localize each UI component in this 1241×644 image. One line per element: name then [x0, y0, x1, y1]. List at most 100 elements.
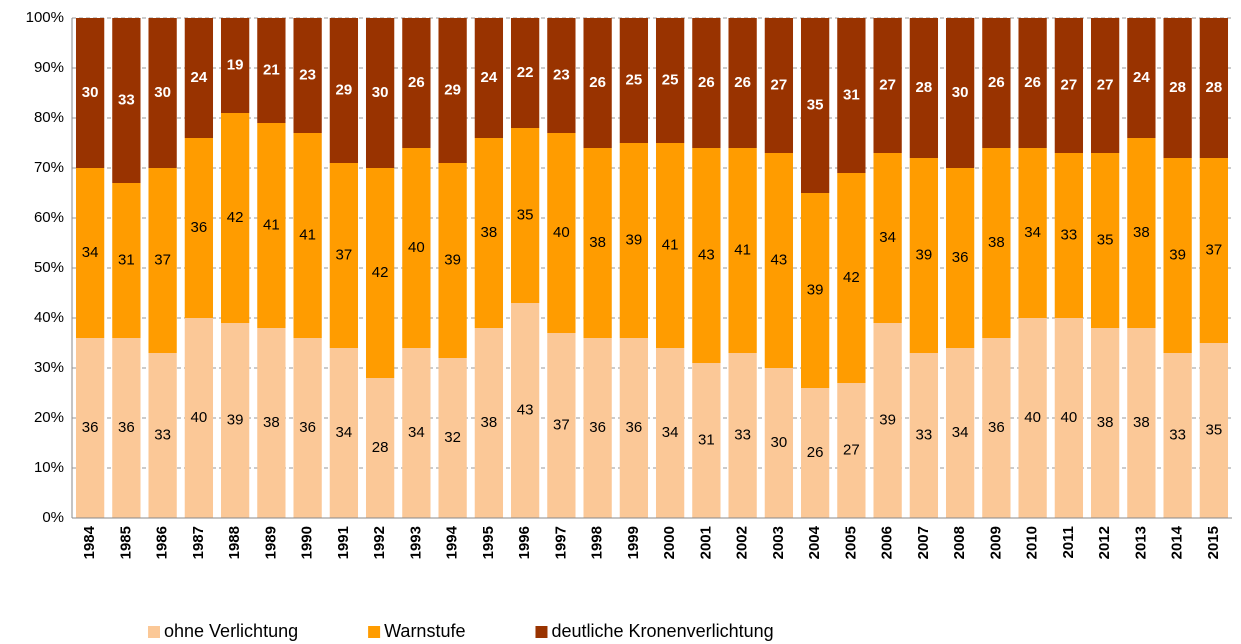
- bar-segment: [184, 138, 214, 318]
- bar-segment: [220, 18, 250, 113]
- data-label: 24: [481, 69, 498, 86]
- data-label: 41: [734, 241, 751, 258]
- bar-segment: [728, 148, 757, 353]
- bar-segment: [982, 148, 1011, 338]
- bar-segment: [112, 338, 141, 518]
- bar-segment: [800, 388, 830, 518]
- y-tick-label: 40%: [34, 309, 64, 326]
- bar-segment: [402, 348, 431, 518]
- x-tick-label: 2013: [1132, 526, 1149, 559]
- bar-segment: [1090, 328, 1120, 518]
- x-tick-label: 2007: [915, 526, 932, 559]
- data-label: 33: [118, 91, 135, 108]
- legend-label: deutliche Kronenverlichtung: [551, 621, 773, 641]
- data-label: 27: [843, 441, 860, 458]
- data-label: 38: [1133, 224, 1150, 241]
- x-tick-label: 2003: [770, 526, 787, 559]
- data-label: 40: [553, 224, 570, 241]
- bar-segment: [1127, 328, 1156, 518]
- bar-segment: [148, 18, 177, 168]
- data-label: 39: [916, 246, 933, 263]
- data-label: 33: [1169, 426, 1186, 443]
- data-label: 26: [1024, 74, 1041, 91]
- data-label: 31: [118, 251, 135, 268]
- bar-segment: [293, 338, 322, 518]
- x-tick-label: 2001: [697, 526, 714, 559]
- data-label: 41: [263, 216, 280, 233]
- bar-segment: [655, 18, 685, 143]
- bar-segment: [402, 148, 431, 348]
- bar-segment: [510, 303, 540, 518]
- data-label: 43: [771, 251, 788, 268]
- bar-segment: [474, 138, 504, 328]
- data-label: 42: [227, 209, 244, 226]
- data-label: 30: [771, 434, 788, 451]
- data-label: 27: [879, 76, 896, 93]
- data-label: 39: [444, 251, 461, 268]
- bar-segment: [75, 338, 105, 518]
- bar-segment: [800, 18, 830, 193]
- legend-label: ohne Verlichtung: [164, 621, 298, 641]
- bar-segment: [1054, 318, 1084, 518]
- bar-segment: [1090, 153, 1120, 328]
- x-tick-label: 1994: [444, 525, 461, 559]
- legend-swatch: [368, 626, 381, 638]
- data-label: 38: [988, 234, 1005, 251]
- data-label: 34: [408, 424, 425, 441]
- bar-segment: [329, 18, 359, 163]
- data-label: 33: [916, 426, 933, 443]
- x-tick-label: 1988: [226, 526, 243, 559]
- data-label: 32: [444, 429, 461, 446]
- data-label: 38: [1097, 414, 1114, 431]
- data-label: 37: [336, 246, 353, 263]
- data-label: 24: [1133, 69, 1150, 86]
- data-label: 26: [408, 74, 425, 91]
- bar-segment: [728, 18, 757, 148]
- bar-segment: [547, 333, 576, 518]
- data-label: 27: [1061, 76, 1078, 93]
- data-label: 36: [988, 419, 1005, 436]
- bar-segment: [619, 18, 649, 143]
- data-label: 40: [408, 239, 425, 256]
- x-tick-label: 1991: [335, 526, 352, 559]
- data-label: 36: [299, 419, 316, 436]
- bar-segment: [837, 383, 866, 518]
- data-label: 38: [481, 224, 498, 241]
- bar-segment: [982, 338, 1011, 518]
- data-label: 35: [1206, 421, 1223, 438]
- x-tick-label: 1997: [552, 526, 569, 559]
- bar-segment: [764, 368, 794, 518]
- data-label: 28: [1206, 79, 1223, 96]
- x-tick-label: 1990: [299, 526, 316, 559]
- data-label: 38: [589, 234, 606, 251]
- bar-segment: [1199, 343, 1229, 518]
- data-label: 39: [626, 231, 643, 248]
- data-label: 43: [517, 401, 534, 418]
- bar-segment: [329, 163, 359, 348]
- bar-segment: [1018, 18, 1047, 148]
- data-label: 22: [517, 64, 534, 81]
- data-label: 39: [807, 281, 824, 298]
- bar-segment: [510, 128, 540, 303]
- x-tick-label: 2005: [842, 526, 859, 559]
- bar-segment: [1163, 18, 1192, 158]
- bar-segment: [764, 18, 794, 153]
- data-label: 28: [372, 439, 389, 456]
- data-label: 26: [807, 444, 824, 461]
- data-label: 41: [299, 226, 316, 243]
- bar-segment: [945, 18, 975, 168]
- bar-segment: [402, 18, 431, 148]
- x-tick-label: 2009: [987, 526, 1004, 559]
- data-label: 39: [1169, 246, 1186, 263]
- bar-segment: [655, 348, 685, 518]
- bar-segment: [510, 18, 540, 128]
- bar-segment: [837, 173, 866, 383]
- data-label: 40: [1061, 409, 1078, 426]
- x-tick-label: 1993: [407, 526, 424, 559]
- data-label: 29: [444, 81, 461, 98]
- bar-segment: [474, 328, 504, 518]
- data-label: 42: [372, 264, 389, 281]
- bar-segment: [438, 358, 467, 518]
- bar-segment: [220, 113, 250, 323]
- data-label: 36: [82, 419, 99, 436]
